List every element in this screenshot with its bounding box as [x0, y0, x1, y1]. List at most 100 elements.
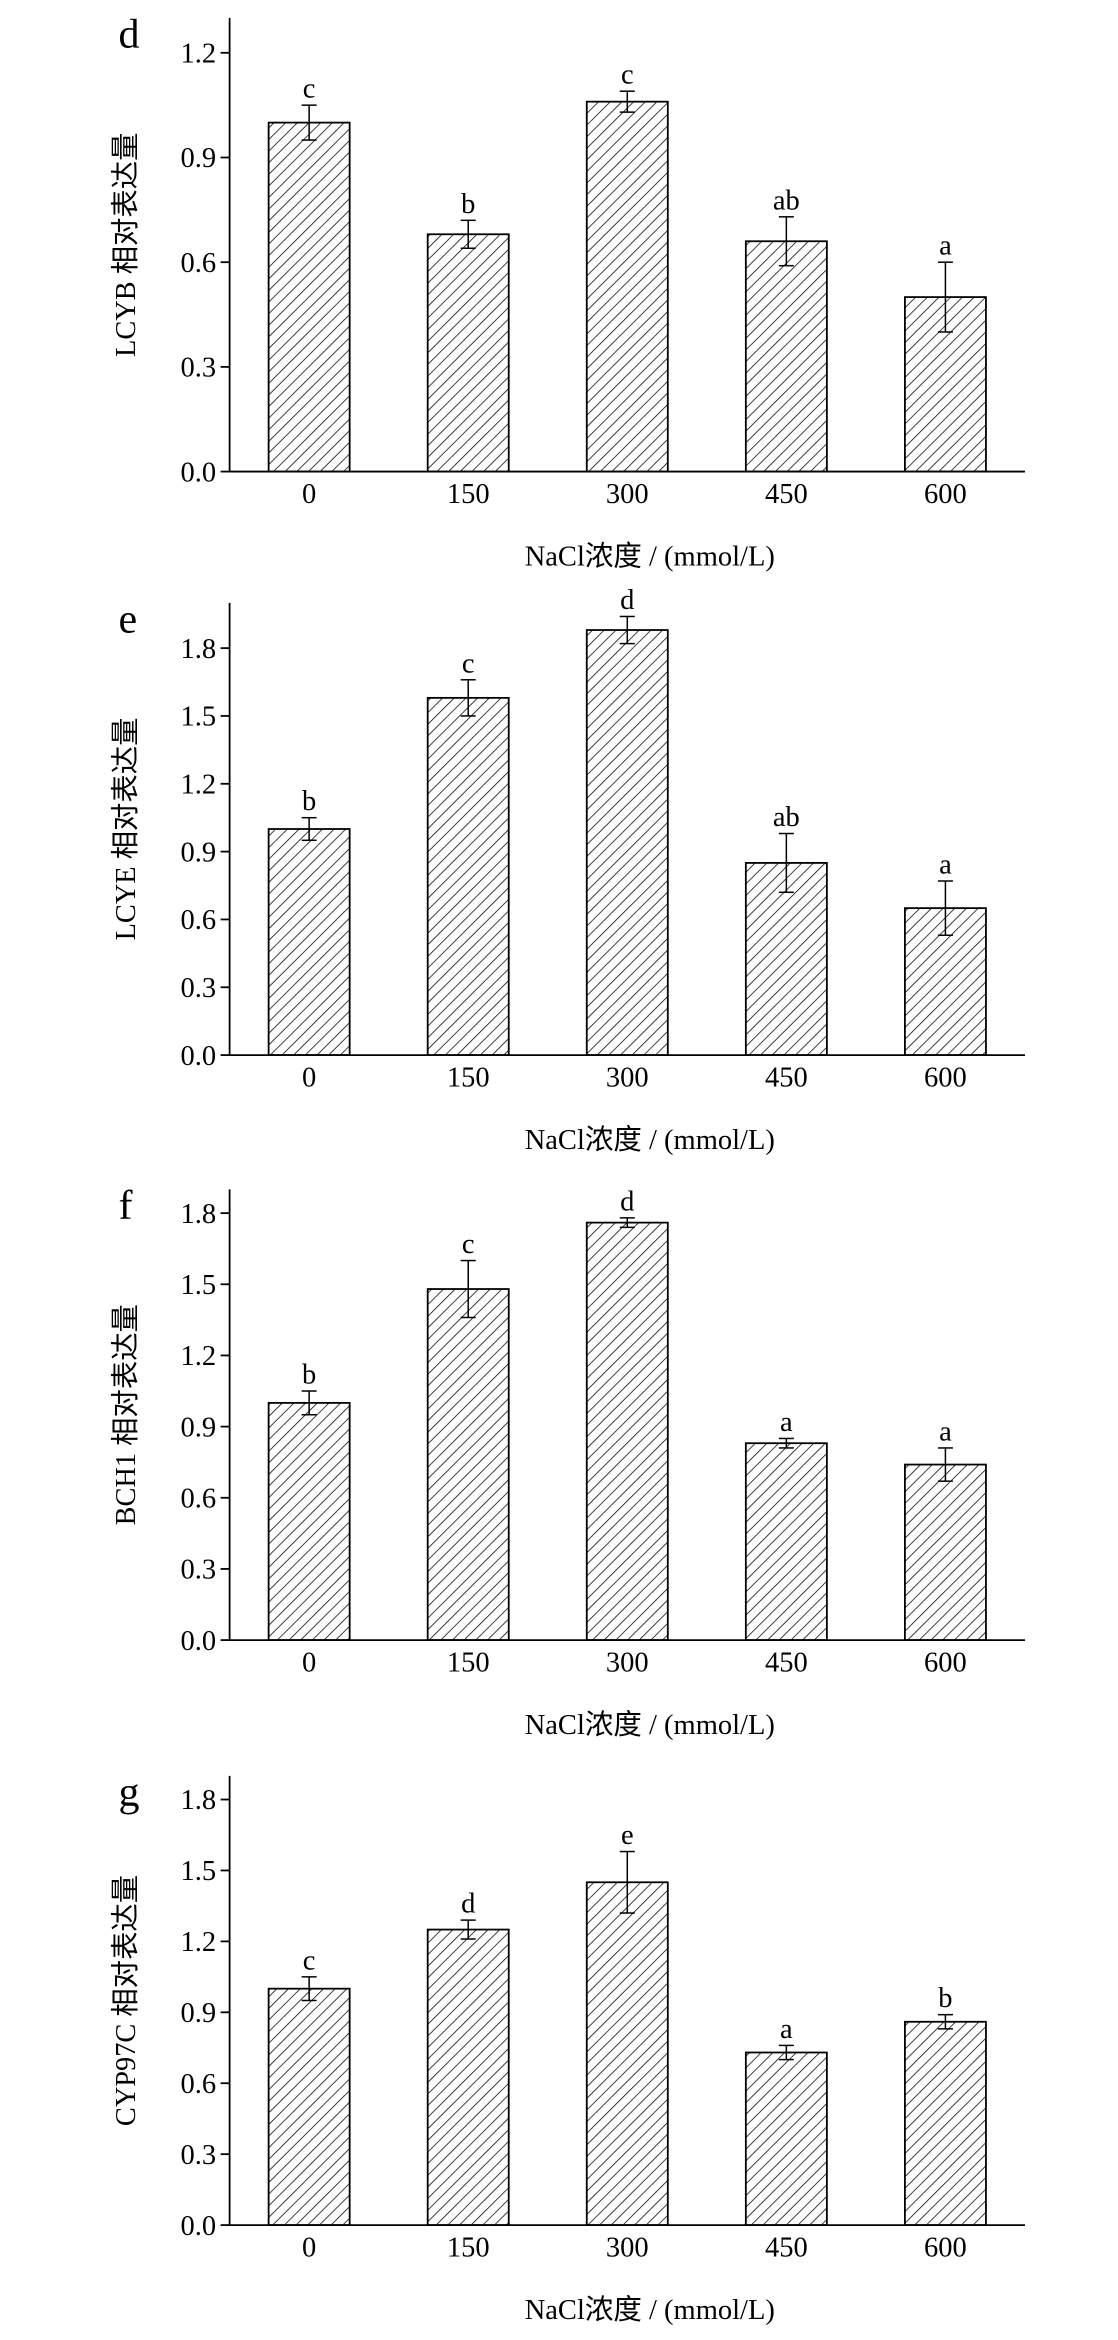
error-bar [619, 90, 635, 113]
y-tick-label: 0.9 [180, 1412, 216, 1443]
bar [267, 1987, 351, 2226]
x-tick-label: 600 [924, 1647, 967, 1678]
significance-label: a [939, 850, 952, 881]
significance-label: b [938, 1983, 952, 2014]
y-axis-label: BCH1 相对表达量 [110, 1304, 142, 1525]
x-tick-label: 150 [447, 1062, 490, 1093]
error-bar [778, 216, 794, 267]
bar [744, 1442, 828, 1641]
y-tick-label: 0.3 [180, 973, 216, 1004]
x-tick-label: 300 [606, 1647, 649, 1678]
y-tick-label: 1.8 [180, 1199, 216, 1230]
y-tick-label: 0.3 [180, 2140, 216, 2171]
y-tick-label: 1.5 [180, 1856, 216, 1887]
error-bar [778, 2044, 794, 2061]
bar [904, 2020, 987, 2226]
bar [267, 1401, 351, 1641]
error-bar [619, 1217, 635, 1229]
error-bar [301, 104, 317, 141]
panel-label: e [119, 597, 138, 643]
error-bar [778, 1437, 794, 1449]
y-tick-label: 0.6 [180, 1484, 216, 1515]
y-tick-label: 0.9 [180, 1998, 216, 2029]
y-axis-label: LCYE 相对表达量 [110, 718, 142, 941]
x-tick-label: 150 [447, 2232, 490, 2263]
y-tick-label: 1.5 [180, 702, 216, 733]
x-tick-label: 600 [924, 1062, 967, 1093]
x-tick-label: 450 [765, 1647, 808, 1678]
y-tick-label: 1.8 [180, 634, 216, 665]
bar [585, 100, 669, 473]
x-tick-label: 0 [302, 479, 316, 510]
significance-label: a [939, 231, 952, 262]
bar [267, 121, 351, 473]
bar [426, 1928, 510, 2226]
panel-label: d [119, 12, 140, 58]
y-tick-label: 1.5 [180, 1270, 216, 1301]
y-tick-label: 1.2 [180, 39, 216, 70]
significance-label: a [780, 1407, 793, 1438]
error-bar [460, 679, 476, 717]
significance-label: a [939, 1417, 952, 1448]
panel-d: c 0 b 150 c 300 ab 450 a 600 0.0 0.3 0.6 0.9 1.2 LCYB 相… [110, 12, 1025, 573]
significance-label: c [621, 60, 634, 91]
bar [585, 1221, 669, 1641]
x-tick-label: 0 [302, 1062, 316, 1093]
y-tick-label: 0.3 [180, 1555, 216, 1586]
significance-label: b [302, 786, 316, 817]
y-tick-label: 0.3 [180, 353, 216, 384]
y-tick-label: 1.8 [180, 1785, 216, 1816]
error-bar [937, 2013, 953, 2030]
y-axis-label: CYP97C 相对表达量 [110, 1875, 142, 2126]
x-tick-label: 300 [606, 1062, 649, 1093]
x-tick-label: 450 [765, 1062, 808, 1093]
y-axis-label: LCYB 相对表达量 [110, 133, 142, 357]
error-bar [937, 261, 953, 333]
x-axis-label: NaCl浓度 / (mmol/L) [525, 541, 775, 573]
significance-label: ab [773, 802, 800, 833]
error-bar [301, 1976, 317, 2002]
panel-label: g [119, 1770, 140, 1816]
x-tick-label: 600 [924, 479, 967, 510]
x-tick-label: 0 [302, 1647, 316, 1678]
significance-label: c [462, 1229, 475, 1260]
panel-f: b 0 c 150 d 300 a 450 a 600 0.0 0.3 0.6 0.9 1.2 1.5 1.8 B… [110, 1183, 1025, 1741]
bar [426, 1288, 510, 1641]
y-tick-label: 0.9 [180, 837, 216, 868]
error-bar [778, 832, 794, 894]
significance-label: b [461, 189, 475, 220]
x-axis-label: NaCl浓度 / (mmol/L) [525, 2294, 775, 2326]
y-tick-label: 0.0 [180, 1041, 216, 1072]
significance-label: c [303, 74, 316, 105]
significance-label: d [620, 585, 634, 616]
error-bar [301, 816, 317, 842]
panel-g: c 0 d 150 e 300 a 450 b 600 0.0 0.3 0.6 0.9 1.2 1.5 1.8 C… [110, 1770, 1025, 2326]
panel-label: f [119, 1183, 133, 1229]
y-tick-label: 0.9 [180, 143, 216, 174]
significance-label: e [621, 1820, 634, 1851]
bar [744, 240, 828, 473]
y-tick-label: 1.2 [180, 770, 216, 801]
error-bar [937, 1447, 953, 1482]
y-tick-label: 1.2 [180, 1927, 216, 1958]
error-bar [301, 1390, 317, 1416]
x-tick-label: 150 [447, 479, 490, 510]
significance-label: ab [773, 185, 800, 216]
significance-label: c [462, 648, 475, 679]
y-tick-label: 0.0 [180, 457, 216, 488]
x-tick-label: 600 [924, 2232, 967, 2263]
bar [426, 696, 510, 1056]
x-tick-label: 150 [447, 1647, 490, 1678]
significance-label: d [461, 1889, 475, 1920]
x-axis-label: NaCl浓度 / (mmol/L) [525, 1709, 775, 1741]
x-tick-label: 450 [765, 479, 808, 510]
error-bar [460, 1259, 476, 1319]
x-tick-label: 450 [765, 2232, 808, 2263]
significance-label: a [780, 2014, 793, 2045]
error-bar [937, 880, 953, 937]
y-tick-label: 1.2 [180, 1341, 216, 1372]
bar [426, 233, 510, 473]
panel-e: b 0 c 150 d 300 ab 450 a 600 0.0 0.3 0.6 0.9 1.2 1.5 1.8… [110, 585, 1025, 1156]
x-tick-label: 300 [606, 479, 649, 510]
